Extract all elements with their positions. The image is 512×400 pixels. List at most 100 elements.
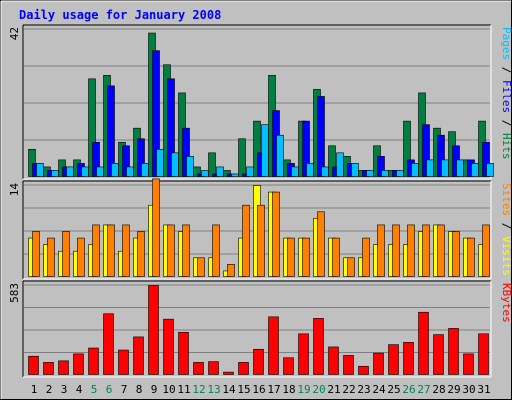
bar-pages-day-30 bbox=[471, 163, 479, 177]
legend-entry: Sites bbox=[500, 183, 512, 216]
bar-kbytes-day-11 bbox=[178, 331, 189, 375]
series-legend: Sites / Visits bbox=[500, 183, 512, 276]
series-legend: KBytes bbox=[500, 283, 512, 323]
legend-entry: / bbox=[500, 113, 512, 133]
day-label-15: 15 bbox=[237, 383, 250, 396]
bar-kbytes-day-30 bbox=[463, 353, 474, 375]
bar-kbytes-day-27 bbox=[418, 311, 429, 375]
bar-kbytes-day-15 bbox=[238, 362, 249, 375]
bar-sites-day-12 bbox=[197, 257, 205, 277]
bar-hits-day-13 bbox=[208, 152, 216, 177]
bar-files-day-10 bbox=[167, 78, 175, 177]
bar-files-day-11 bbox=[182, 127, 190, 177]
legend-entry: / bbox=[500, 216, 512, 236]
bar-pages-day-15 bbox=[246, 166, 254, 177]
bar-hits-day-26 bbox=[403, 120, 411, 177]
bar-files-day-5 bbox=[92, 141, 100, 177]
bar-hits-day-1 bbox=[28, 149, 36, 177]
bar-pages-day-3 bbox=[66, 166, 74, 177]
bar-kbytes-day-9 bbox=[148, 285, 159, 375]
day-label-8: 8 bbox=[136, 383, 143, 396]
bar-pages-day-11 bbox=[186, 156, 194, 177]
bar-kbytes-day-19 bbox=[298, 333, 309, 375]
bar-sites-day-4 bbox=[77, 237, 85, 277]
bar-kbytes-day-20 bbox=[313, 318, 324, 375]
day-labels: 1 2 3 4 5 6 7 8 9 10 11 12 13 14 15 16 17 18 19 20 21 22 23 24 2… bbox=[31, 383, 491, 396]
bar-files-day-9 bbox=[152, 50, 160, 177]
day-label-29: 29 bbox=[447, 383, 460, 396]
legend-entry: / bbox=[500, 60, 512, 80]
bar-files-day-19 bbox=[302, 120, 310, 177]
day-label-3: 3 bbox=[61, 383, 68, 396]
day-label-12: 12 bbox=[192, 383, 205, 396]
day-label-30: 30 bbox=[462, 383, 475, 396]
day-label-7: 7 bbox=[121, 383, 128, 396]
bar-pages-day-12 bbox=[201, 170, 209, 177]
bar-sites-day-5 bbox=[92, 224, 100, 277]
bar-kbytes-day-22 bbox=[343, 355, 354, 375]
bar-sites-day-7 bbox=[122, 224, 130, 277]
bar-sites-day-29 bbox=[452, 231, 460, 277]
bar-pages-day-28 bbox=[441, 159, 449, 177]
bar-hits-day-5 bbox=[88, 78, 96, 177]
bar-pages-day-25 bbox=[396, 170, 404, 177]
legend-entry: Hits bbox=[500, 133, 512, 160]
day-label-24: 24 bbox=[372, 383, 386, 396]
day-label-2: 2 bbox=[46, 383, 53, 396]
bar-files-day-28 bbox=[437, 134, 445, 177]
day-label-18: 18 bbox=[282, 383, 295, 396]
bar-pages-day-2 bbox=[51, 170, 59, 177]
bar-pages-day-27 bbox=[426, 159, 434, 177]
bar-pages-day-8 bbox=[141, 163, 149, 177]
bar-sites-day-27 bbox=[422, 224, 430, 277]
bar-sites-day-6 bbox=[107, 224, 115, 277]
bar-files-day-8 bbox=[137, 138, 145, 177]
bar-pages-day-31 bbox=[486, 163, 494, 177]
series-legend: Pages / Files / Hits bbox=[500, 27, 512, 160]
day-label-5: 5 bbox=[91, 383, 98, 396]
bar-pages-day-19 bbox=[306, 163, 314, 177]
bar-pages-day-14 bbox=[231, 173, 239, 177]
bar-sites-day-2 bbox=[47, 237, 55, 277]
bar-sites-day-18 bbox=[287, 237, 295, 277]
bar-kbytes-day-4 bbox=[73, 353, 84, 375]
bar-kbytes-day-6 bbox=[103, 313, 114, 375]
bar-sites-day-25 bbox=[392, 224, 400, 277]
bar-sites-day-26 bbox=[407, 224, 415, 277]
bar-pages-day-9 bbox=[156, 149, 164, 177]
day-label-11: 11 bbox=[177, 383, 190, 396]
bar-kbytes-day-1 bbox=[28, 355, 39, 375]
bar-kbytes-day-8 bbox=[133, 336, 144, 375]
bar-sites-day-15 bbox=[242, 204, 250, 277]
bar-sites-day-23 bbox=[362, 237, 370, 277]
bar-kbytes-day-13 bbox=[208, 361, 219, 375]
bar-kbytes-day-24 bbox=[373, 352, 384, 375]
bar-kbytes-day-14 bbox=[223, 371, 234, 375]
bar-sites-day-20 bbox=[317, 211, 325, 277]
day-label-26: 26 bbox=[402, 383, 415, 396]
bar-pages-day-17 bbox=[276, 134, 284, 177]
bar-files-day-7 bbox=[122, 145, 130, 177]
bar-sites-day-3 bbox=[62, 231, 70, 277]
bar-sites-day-17 bbox=[272, 191, 280, 277]
bar-sites-day-21 bbox=[332, 237, 340, 277]
bar-files-day-31 bbox=[482, 141, 490, 177]
day-label-13: 13 bbox=[207, 383, 220, 396]
bar-pages-day-4 bbox=[81, 166, 89, 177]
bar-pages-day-7 bbox=[126, 166, 134, 177]
bar-kbytes-day-18 bbox=[283, 357, 294, 375]
day-label-17: 17 bbox=[267, 383, 280, 396]
bar-hits-day-16 bbox=[253, 120, 261, 177]
bar-sites-day-30 bbox=[467, 237, 475, 277]
legend-entry: Pages bbox=[500, 27, 512, 60]
bar-files-day-27 bbox=[422, 124, 430, 177]
chart-title: Daily usage for January 2008 bbox=[19, 8, 221, 22]
bar-pages-day-24 bbox=[381, 170, 389, 177]
y-max-label: 42 bbox=[8, 27, 21, 40]
bar-kbytes-day-26 bbox=[403, 342, 414, 375]
bar-hits-day-14 bbox=[223, 170, 231, 177]
bar-sites-day-13 bbox=[212, 224, 220, 277]
bar-pages-day-1 bbox=[36, 163, 44, 177]
bar-pages-day-29 bbox=[456, 159, 464, 177]
